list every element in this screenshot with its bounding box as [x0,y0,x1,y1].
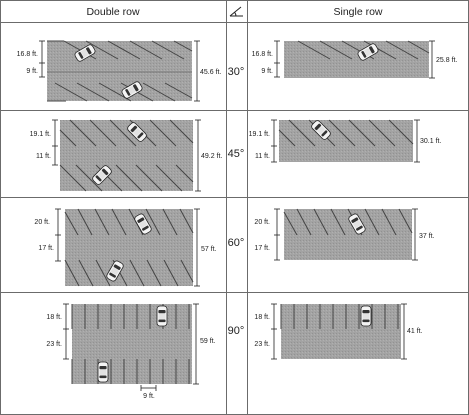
row-60: 20 ft. 17 ft. 57 ft. 60° 20 ft. 17 ft. 3… [34,208,435,287]
module-width-label: 57 ft. [201,246,217,253]
double-row-30-dims [39,40,200,102]
module-width-label: 59 ft. [200,338,216,345]
stall-depth-label: 19.1 ft. [249,131,270,138]
aisle-width-label: 23 ft. [46,341,62,348]
single-row-90-diagram [280,304,401,359]
stall-width-label: 9 ft. [143,393,155,400]
stall-depth-label: 20 ft. [34,219,50,226]
module-width-label: 41 ft. [407,328,423,335]
single-row-90-dims [271,303,407,360]
aisle-width-label: 9 ft. [26,68,38,75]
module-width-label: 49.2 ft. [201,153,222,160]
single-row-60-diagram [283,208,413,260]
stall-depth-label: 18 ft. [46,314,62,321]
double-row-60-diagram [64,208,194,287]
row-30: 16.8 ft. 9 ft. 45.6 ft. 30° 16.8 ft. 9 f… [17,40,457,102]
double-row-45-dims [52,119,201,192]
double-row-60-dims [55,208,200,287]
aisle-width-label: 11 ft. [36,153,51,160]
header-single-row: Single row [333,6,382,18]
stall-depth-label: 18 ft. [254,314,270,321]
angle-icon [229,6,243,17]
single-row-45-diagram [278,118,414,162]
module-width-label: 30.1 ft. [420,138,441,145]
aisle-width-label: 17 ft. [254,245,270,252]
single-row-30-dims [274,40,435,79]
aisle-width-label: 23 ft. [254,341,270,348]
angle-label: 60° [228,237,245,249]
row-90: 18 ft. 23 ft. 59 ft. 9 ft. 90° 18 ft. 23… [46,303,423,400]
single-row-30-diagram [284,40,430,78]
module-width-label: 45.6 ft. [200,69,221,76]
aisle-width-label: 9 ft. [261,68,273,75]
angle-label: 30° [228,66,245,78]
double-row-30-diagram [47,40,193,102]
angle-label: 90° [228,325,245,337]
aisle-width-label: 17 ft. [38,245,54,252]
stall-depth-label: 16.8 ft. [252,51,273,58]
aisle-width-label: 11 ft. [255,153,270,160]
stall-depth-label: 16.8 ft. [17,51,38,58]
angle-label: 45° [228,148,245,160]
module-width-label: 25.8 ft. [436,57,457,64]
row-45: 19.1 ft. 11 ft. 49.2 ft. 45° 19.1 ft. 11… [30,118,441,192]
header-double-row: Double row [86,6,140,18]
stall-depth-label: 20 ft. [254,219,270,226]
stall-depth-label: 19.1 ft. [30,131,51,138]
double-row-90-diagram [71,304,192,384]
module-width-label: 37 ft. [419,233,435,240]
double-row-90-dims [63,303,199,391]
single-row-60-dims [274,208,418,261]
single-row-45-dims [271,119,420,163]
double-row-45-diagram [59,119,194,192]
